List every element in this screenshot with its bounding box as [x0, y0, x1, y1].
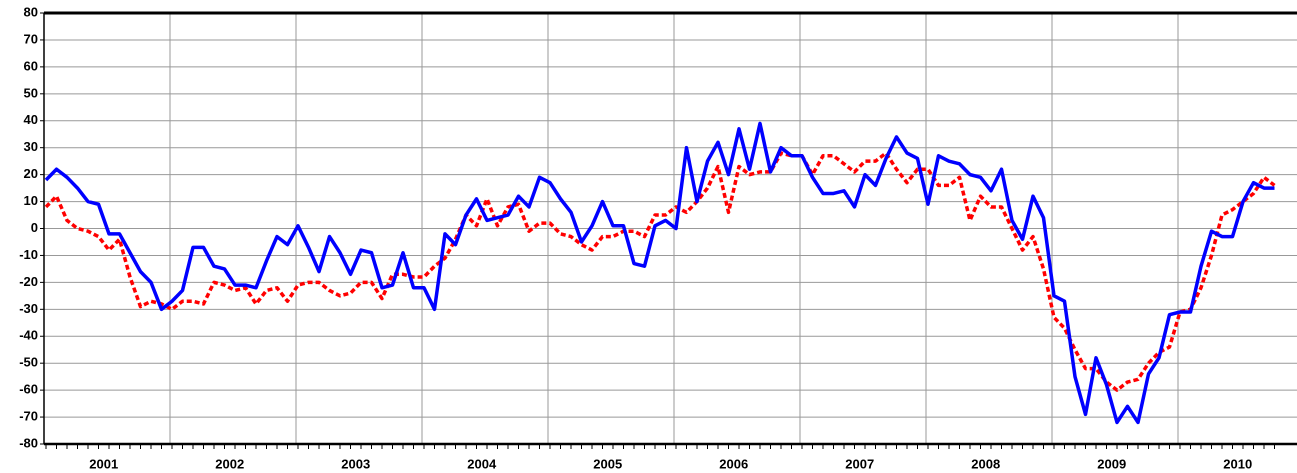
x-tick-label: 2009: [1097, 456, 1126, 471]
y-tick-label: 80: [24, 4, 38, 19]
y-tick-label: -80: [19, 435, 38, 450]
x-tick-label: 2006: [719, 456, 748, 471]
x-tick-label: 2003: [341, 456, 370, 471]
x-tick-label: 2004: [467, 456, 497, 471]
y-tick-label: 70: [24, 31, 38, 46]
series-line: [44, 151, 1276, 392]
y-tick-label: 0: [31, 220, 38, 235]
y-tick-label: 20: [24, 166, 38, 181]
y-tick-label: -50: [19, 355, 38, 370]
y-tick-label: -20: [19, 274, 38, 289]
x-tick-label: 2008: [971, 456, 1000, 471]
y-tick-label: -60: [19, 382, 38, 397]
x-tick-label: 2010: [1223, 456, 1252, 471]
y-tick-label: 10: [24, 193, 38, 208]
series-line: [44, 121, 1275, 425]
x-tick-label: 2007: [845, 456, 874, 471]
y-tick-label: -70: [19, 409, 38, 424]
x-tick-label: 2005: [593, 456, 622, 471]
y-tick-label: 60: [24, 58, 38, 73]
y-tick-label: 40: [24, 112, 38, 127]
x-tick-label: 2001: [89, 456, 118, 471]
x-tick-label: 2002: [215, 456, 244, 471]
y-tick-label: -40: [19, 328, 38, 343]
y-tick-label: 30: [24, 139, 38, 154]
y-tick-label: -10: [19, 247, 38, 262]
y-tick-label: -30: [19, 301, 38, 316]
y-tick-label: 50: [24, 85, 38, 100]
